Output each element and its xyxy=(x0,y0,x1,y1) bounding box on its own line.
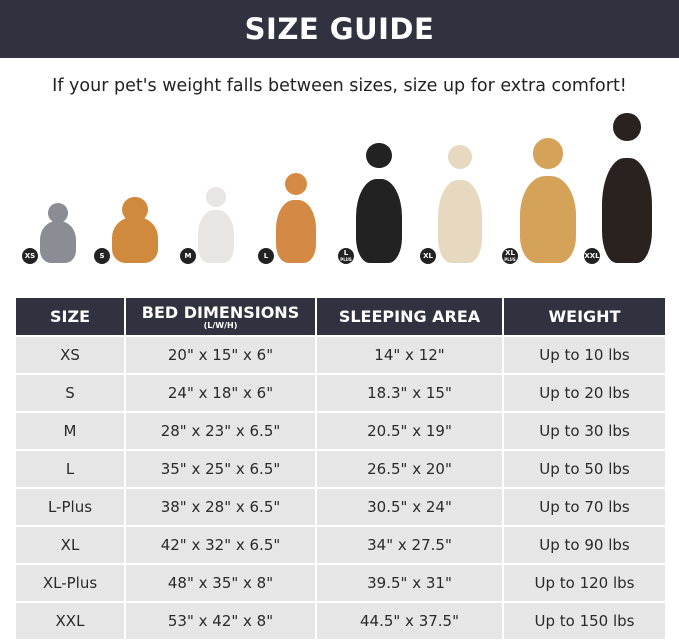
cell-size: M xyxy=(14,411,126,451)
pet-body xyxy=(276,200,316,263)
size-table: SIZE BED DIMENSIONS (L/W/H) SLEEPING AREA… xyxy=(14,298,667,641)
pet-border-collie xyxy=(356,143,402,263)
table-row: M 28" x 23" x 6.5" 20.5" x 19" Up to 30 lbs xyxy=(14,411,667,451)
table-row: XXL 53" x 42" x 8" 44.5" x 37.5" Up to 150 … xyxy=(14,601,667,641)
table-row: XL-Plus 48" x 35" x 8" 39.5" x 31" Up to 12… xyxy=(14,563,667,603)
cell-size: L xyxy=(14,449,126,489)
cell-area: 34" x 27.5" xyxy=(315,525,504,565)
cell-weight: Up to 150 lbs xyxy=(502,601,667,641)
badge-label: XXL xyxy=(584,251,600,260)
header-size: SIZE xyxy=(14,298,126,336)
table-header: SIZE BED DIMENSIONS (L/W/H) SLEEPING AREA… xyxy=(14,298,667,336)
pet-body xyxy=(112,216,158,263)
cell-weight: Up to 50 lbs xyxy=(502,449,667,489)
pet-labrador xyxy=(438,145,482,263)
badge-label: XS xyxy=(24,251,36,260)
cell-weight: Up to 10 lbs xyxy=(502,335,667,375)
pet-cat xyxy=(40,203,76,263)
pet-body xyxy=(520,175,576,263)
size-badge: XS xyxy=(22,248,38,264)
size-badge: XXL xyxy=(584,248,600,264)
cell-bed: 28" x 23" x 6.5" xyxy=(124,411,317,451)
badge-label: L xyxy=(343,249,349,257)
cell-bed: 24" x 18" x 6" xyxy=(124,373,317,413)
cell-size: XL xyxy=(14,525,126,565)
size-badge: XL xyxy=(420,248,436,264)
pet-french-bulldog xyxy=(198,187,234,263)
cell-area: 26.5" x 20" xyxy=(315,449,504,489)
size-badge: XL PLUS xyxy=(502,248,518,264)
cell-area: 20.5" x 19" xyxy=(315,411,504,451)
cell-area: 18.3" x 15" xyxy=(315,373,504,413)
cell-weight: Up to 120 lbs xyxy=(502,563,667,603)
pet-head xyxy=(206,187,226,207)
badge-label: S xyxy=(99,251,105,260)
subtitle: If your pet's weight falls between sizes… xyxy=(52,76,627,96)
badge-label: L xyxy=(263,251,269,260)
cell-bed: 48" x 35" x 8" xyxy=(124,563,317,603)
cell-bed: 38" x 28" x 6.5" xyxy=(124,487,317,527)
size-badge: S xyxy=(94,248,110,264)
cell-bed: 35" x 25" x 6.5" xyxy=(124,449,317,489)
cell-area: 14" x 12" xyxy=(315,335,504,375)
pet-head xyxy=(285,173,307,195)
badge-plus: PLUS xyxy=(504,257,516,262)
cell-size: XXL xyxy=(14,601,126,641)
pet-golden-retriever xyxy=(520,138,576,263)
pet-body xyxy=(438,180,482,263)
pet-body xyxy=(40,221,76,263)
cell-weight: Up to 30 lbs xyxy=(502,411,667,451)
pet-body xyxy=(356,179,402,263)
table-row: L 35" x 25" x 6.5" 26.5" x 20" Up to 50 lbs xyxy=(14,449,667,489)
cell-weight: Up to 70 lbs xyxy=(502,487,667,527)
size-badge: L PLUS xyxy=(338,248,354,264)
pet-head xyxy=(122,197,148,223)
badge-label: XL xyxy=(423,251,433,260)
pet-pomeranian xyxy=(112,197,158,263)
table-row: L-Plus 38" x 28" x 6.5" 30.5" x 24" Up to 7… xyxy=(14,487,667,527)
badge-plus: PLUS xyxy=(340,257,352,262)
pet-head xyxy=(613,113,641,141)
cell-bed: 53" x 42" x 8" xyxy=(124,601,317,641)
size-badge: L xyxy=(258,248,274,264)
badge-label: XL xyxy=(505,249,515,257)
pet-head xyxy=(447,145,473,170)
badge-label: M xyxy=(184,251,192,260)
cell-weight: Up to 20 lbs xyxy=(502,373,667,413)
cell-bed: 20" x 15" x 6" xyxy=(124,335,317,375)
cell-bed: 42" x 32" x 6.5" xyxy=(124,525,317,565)
pet-shiba-inu xyxy=(276,173,316,263)
cell-size: XL-Plus xyxy=(14,563,126,603)
cell-size: XS xyxy=(14,335,126,375)
pet-head xyxy=(366,143,392,169)
cell-area: 39.5" x 31" xyxy=(315,563,504,603)
cell-size: L-Plus xyxy=(14,487,126,527)
header-bed-dimensions: BED DIMENSIONS (L/W/H) xyxy=(124,298,317,336)
pet-body xyxy=(602,158,652,263)
pet-body xyxy=(198,209,234,263)
cell-weight: Up to 90 lbs xyxy=(502,525,667,565)
header-weight: WEIGHT xyxy=(502,298,667,336)
page-title: SIZE GUIDE xyxy=(0,0,679,58)
pet-head xyxy=(532,138,564,169)
cell-size: S xyxy=(14,373,126,413)
header-bed-sub: (L/W/H) xyxy=(203,320,238,330)
table-row: S 24" x 18" x 6" 18.3" x 15" Up to 20 lbs xyxy=(14,373,667,413)
header-sleeping-area: SLEEPING AREA xyxy=(315,298,504,336)
size-badge: M xyxy=(180,248,196,264)
pet-head xyxy=(48,203,68,223)
pet-doberman xyxy=(602,113,652,263)
header-bed-label: BED DIMENSIONS xyxy=(141,302,300,322)
cell-area: 30.5" x 24" xyxy=(315,487,504,527)
table-row: XL 42" x 32" x 6.5" 34" x 27.5" Up to 90 lb… xyxy=(14,525,667,565)
cell-area: 44.5" x 37.5" xyxy=(315,601,504,641)
table-row: XS 20" x 15" x 6" 14" x 12" Up to 10 lbs xyxy=(14,335,667,375)
